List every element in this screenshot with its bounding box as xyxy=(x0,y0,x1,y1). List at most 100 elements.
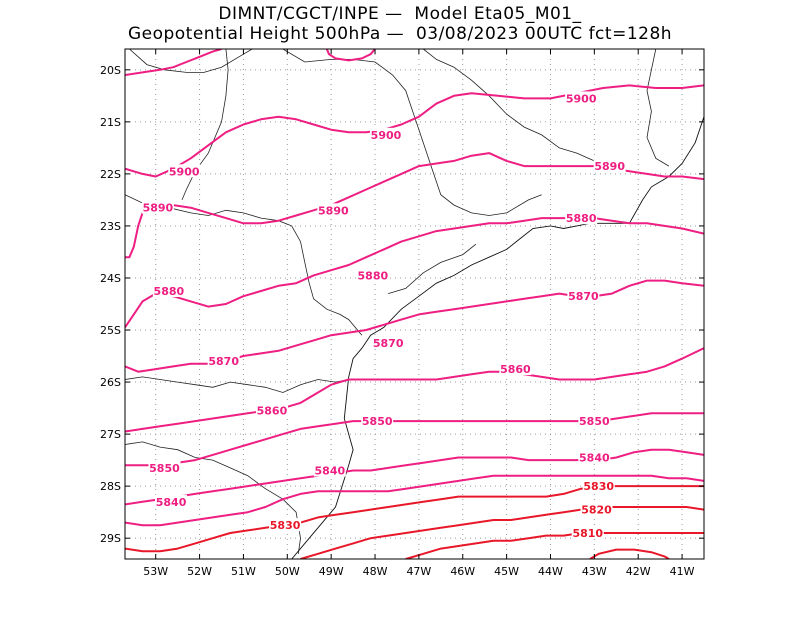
contour-label-bg xyxy=(255,403,288,417)
lat-tick-label: 24S xyxy=(100,272,121,285)
lon-tick-label: 42W xyxy=(626,565,651,578)
contour-label: 5850 xyxy=(149,462,180,475)
contour-label: 5840 xyxy=(315,465,346,478)
contour-label: 5860 xyxy=(500,363,531,376)
lon-tick-label: 48W xyxy=(363,565,388,578)
state-border xyxy=(125,194,363,336)
contour-label: 5850 xyxy=(579,415,610,428)
lat-tick-label: 27S xyxy=(100,428,121,441)
map-title: DIMNT/CGCT/INPE — Model Eta05_M01_ Geopo… xyxy=(0,4,800,44)
contour-label: 5840 xyxy=(579,452,610,465)
contour-5820 xyxy=(300,506,704,559)
lon-tick-label: 53W xyxy=(143,565,168,578)
axis-ticks: 53W 52W 51W 50W 49W 48W 47W 46W 45W 44W 43W 42W 41W 2… xyxy=(100,49,704,578)
contour-label-bg xyxy=(317,203,350,217)
contour-label: 5890 xyxy=(594,160,625,173)
grid-lines xyxy=(125,49,704,559)
contour-label: 5810 xyxy=(572,527,603,540)
contour-label-bg xyxy=(356,268,389,282)
contour-label-bg xyxy=(361,414,394,428)
lon-tick-label: 49W xyxy=(319,565,344,578)
lon-tick-label: 43W xyxy=(582,565,607,578)
contour-5880 xyxy=(125,217,704,328)
lat-tick-label: 20S xyxy=(100,64,121,77)
contour-label-bg xyxy=(565,211,598,225)
contour-label-bg xyxy=(571,525,604,539)
lat-tick-label: 22S xyxy=(100,168,121,181)
contour-label: 5900 xyxy=(566,92,597,105)
contour-5830 xyxy=(125,485,704,553)
contour-label: 5890 xyxy=(143,202,174,215)
contour-label-bg xyxy=(155,494,188,508)
contour-5810 xyxy=(405,532,704,559)
lon-tick-label: 51W xyxy=(231,565,256,578)
contour-label: 5880 xyxy=(358,269,389,282)
contour-label: 5890 xyxy=(318,204,349,217)
contour-label-bg xyxy=(207,354,240,368)
contour-label: 5830 xyxy=(270,519,301,532)
state-border xyxy=(388,243,477,294)
contour-label-bg xyxy=(580,502,613,516)
contour-label-bg xyxy=(499,362,532,376)
coastline-path xyxy=(291,116,704,559)
contour-label-bg xyxy=(369,127,402,141)
state-border xyxy=(282,49,542,216)
contour-5840 xyxy=(125,474,704,527)
lat-tick-label: 21S xyxy=(100,116,121,129)
lon-tick-label: 45W xyxy=(494,565,519,578)
contour-label-bg xyxy=(269,518,302,532)
title-line-1: DIMNT/CGCT/INPE — Model Eta05_M01_ xyxy=(218,4,582,24)
contour-label: 5870 xyxy=(208,355,239,368)
contour-label-bg xyxy=(593,159,626,173)
contour-label: 5900 xyxy=(371,129,402,142)
lat-tick-label: 26S xyxy=(100,376,121,389)
lon-tick-label: 52W xyxy=(187,565,212,578)
lon-tick-label: 44W xyxy=(538,565,563,578)
contour-5860 xyxy=(125,347,704,433)
contour-label-bg xyxy=(565,91,598,105)
contour-label: 5870 xyxy=(568,290,599,303)
map-frame xyxy=(124,48,705,560)
contour-label-bg xyxy=(152,283,185,297)
contour-label: 5830 xyxy=(583,480,614,493)
contour-lines xyxy=(125,49,704,559)
lat-tick-label: 28S xyxy=(100,480,121,493)
contour-label-bg xyxy=(582,479,615,493)
contour-5900 xyxy=(325,49,376,62)
lat-tick-label: 29S xyxy=(100,532,121,545)
contour-label: 5850 xyxy=(362,415,393,428)
contour-label: 5860 xyxy=(257,405,288,418)
contour-label: 5880 xyxy=(154,285,185,298)
contour-label-bg xyxy=(578,450,611,464)
contour-5800 xyxy=(589,548,670,559)
contour-label: 5880 xyxy=(566,212,597,225)
contour-label: 5870 xyxy=(373,337,404,350)
lon-tick-label: 47W xyxy=(406,565,431,578)
contour-label-bg xyxy=(372,336,405,350)
title-line-2: Geopotential Height 500hPa — 03/08/2023 … xyxy=(127,24,673,44)
state-border xyxy=(125,376,349,393)
contour-label-bg xyxy=(141,200,174,214)
contour-label-bg xyxy=(313,463,346,477)
contour-label: 5900 xyxy=(169,165,200,178)
state-border xyxy=(646,49,670,167)
lon-tick-label: 46W xyxy=(450,565,475,578)
contour-label-bg xyxy=(567,289,600,303)
contour-label-bg xyxy=(168,164,201,178)
contour-5900 xyxy=(125,49,222,76)
contour-label: 5820 xyxy=(581,504,612,517)
state-border xyxy=(125,441,301,554)
state-border xyxy=(129,49,253,73)
contour-label-bg xyxy=(148,460,181,474)
contour-labels: 5900 5900 5900 5890 5890 5890 5880 5880 5880 5870… xyxy=(141,91,626,540)
state-border xyxy=(423,49,648,175)
contour-label-bg xyxy=(578,414,611,428)
coastline xyxy=(291,116,704,559)
lat-tick-label: 23S xyxy=(100,220,121,233)
contour-5840 xyxy=(125,448,704,506)
lon-tick-label: 41W xyxy=(670,565,695,578)
state-border xyxy=(181,49,229,201)
contour-label: 5840 xyxy=(156,496,187,509)
lon-tick-label: 50W xyxy=(275,565,300,578)
